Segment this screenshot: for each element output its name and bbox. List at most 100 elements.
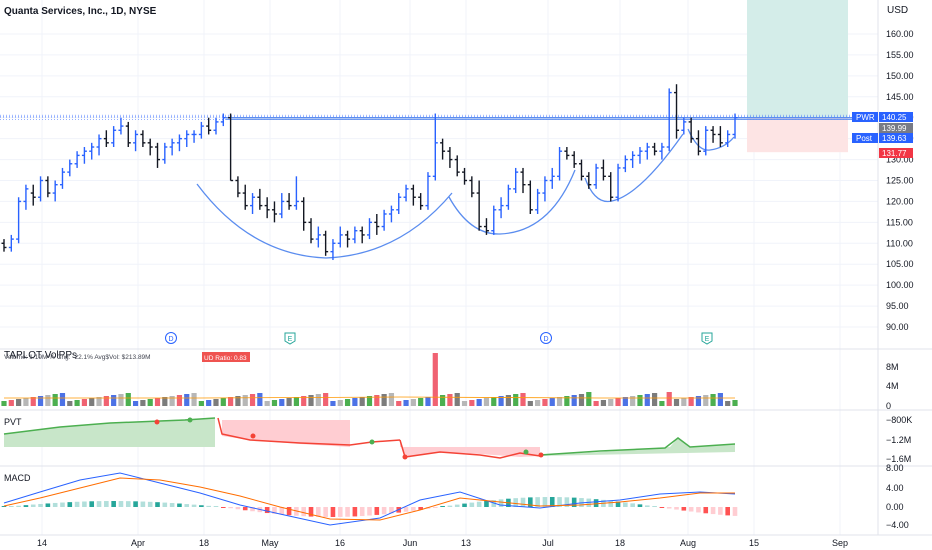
price-axis-label: 150.00	[886, 71, 914, 81]
time-axis-label: 15	[749, 538, 759, 548]
volume-bar	[352, 398, 358, 406]
volume-bar	[132, 401, 139, 406]
macd-histogram-bar	[440, 506, 445, 507]
macd-histogram-bar	[9, 506, 14, 507]
dividend-marker[interactable]	[540, 332, 552, 344]
macd-histogram-bar	[571, 497, 577, 507]
cup-handle-curve	[448, 169, 576, 235]
volume-bar	[154, 398, 161, 406]
volume-bar	[228, 397, 234, 406]
volume-bar	[198, 401, 204, 406]
macd-histogram-bar	[703, 507, 709, 514]
stop-zone[interactable]	[747, 117, 848, 153]
volume-bar	[593, 401, 599, 406]
macd-histogram-bar	[330, 507, 336, 517]
macd-histogram-bar	[520, 497, 526, 507]
macd-histogram-bar	[732, 507, 738, 516]
price-axis-label: 125.00	[886, 176, 914, 186]
macd-histogram-bar	[528, 497, 533, 507]
volume-title: TAPLOT VolPPs	[4, 350, 77, 361]
price-axis[interactable]: 160.00155.00150.00145.00140.00135.00130.…	[886, 29, 914, 530]
volume-bar	[681, 398, 687, 406]
macd-pane	[1, 472, 738, 526]
macd-histogram-bar	[374, 507, 380, 515]
price-axis-label: 155.00	[886, 50, 914, 60]
volume-bar	[454, 393, 460, 406]
price-badge-value: 139.63	[882, 134, 907, 143]
volume-bar	[381, 394, 387, 406]
volume-bar	[279, 399, 285, 406]
macd-axis-label: −4.00	[886, 520, 909, 530]
earnings-marker[interactable]	[701, 332, 713, 345]
volume-bar	[542, 399, 548, 406]
volume-bar	[74, 400, 80, 406]
currency-label: USD	[887, 5, 908, 16]
macd-histogram-bar	[381, 507, 387, 515]
pvt-fill-up	[540, 438, 735, 456]
macd-histogram-bar	[60, 502, 65, 507]
volume-bar	[169, 396, 175, 406]
dividend-marker-label: D	[543, 336, 548, 343]
price-badge-tag-label: PWR	[856, 113, 875, 122]
time-axis-label: Jun	[403, 538, 418, 548]
volume-bar	[600, 400, 607, 406]
macd-histogram-bar	[513, 498, 518, 507]
macd-histogram-bar	[462, 503, 467, 507]
macd-histogram-bar	[557, 497, 562, 507]
volume-bar	[440, 395, 446, 406]
price-badge-value: 131.77	[882, 149, 907, 158]
pvt-signal-dot	[369, 439, 375, 445]
volume-bar	[191, 393, 197, 406]
volume-bar	[710, 394, 716, 406]
pvt-signal-dot	[187, 417, 193, 423]
price-axis-label: 90.00	[886, 322, 909, 332]
volume-bar	[1, 401, 7, 406]
macd-histogram-bar	[352, 507, 358, 517]
macd-histogram-bar	[30, 504, 36, 507]
volume-bar	[556, 397, 563, 406]
volume-bar	[235, 396, 241, 406]
macd-histogram-bar	[688, 507, 694, 512]
volume-bar	[725, 401, 731, 406]
volume-bar	[513, 394, 519, 406]
risk-reward-zones[interactable]	[747, 0, 848, 153]
macd-histogram-bar	[367, 507, 372, 516]
volume-bar	[271, 400, 278, 406]
volume-bar	[673, 399, 680, 406]
macd-histogram-bar	[264, 507, 270, 514]
time-axis-label: Sep	[832, 538, 848, 548]
volume-bar	[651, 393, 658, 406]
macd-histogram-bar	[242, 507, 248, 511]
volume-bar	[23, 398, 29, 406]
macd-line	[3, 472, 736, 526]
cup-handle-curve	[196, 183, 453, 259]
price-badge-value: 140.25	[882, 113, 907, 122]
volume-bar	[8, 400, 14, 406]
macd-histogram-bar	[301, 507, 307, 517]
macd-histogram-bar	[104, 501, 109, 507]
price-axis-label: 115.00	[886, 217, 913, 227]
cup-handle-curve	[584, 133, 684, 203]
macd-histogram-bar	[718, 507, 723, 515]
macd-histogram-bar	[279, 507, 285, 515]
dividend-marker[interactable]	[165, 332, 177, 344]
macd-histogram-bar	[133, 501, 138, 507]
macd-histogram-bar	[389, 507, 394, 514]
macd-histogram-bar	[637, 504, 643, 507]
volume-bar	[89, 398, 95, 406]
time-axis[interactable]: 14 Apr 18 May 16 Jun 13 Jul 18 Aug 15 Sep	[37, 538, 848, 548]
earnings-marker[interactable]	[284, 332, 296, 345]
volume-bar	[45, 395, 51, 406]
volume-bar	[257, 393, 263, 406]
volume-bar	[140, 400, 146, 406]
macd-axis-label: 0.00	[886, 502, 904, 512]
macd-histogram-bar	[615, 501, 621, 507]
volume-bar	[564, 396, 570, 406]
macd-histogram-bar	[498, 499, 504, 507]
volume-bar	[396, 401, 402, 406]
macd-histogram-bar	[403, 507, 409, 512]
price-axis-label: 130.00	[886, 155, 914, 165]
target-zone[interactable]	[747, 0, 848, 118]
